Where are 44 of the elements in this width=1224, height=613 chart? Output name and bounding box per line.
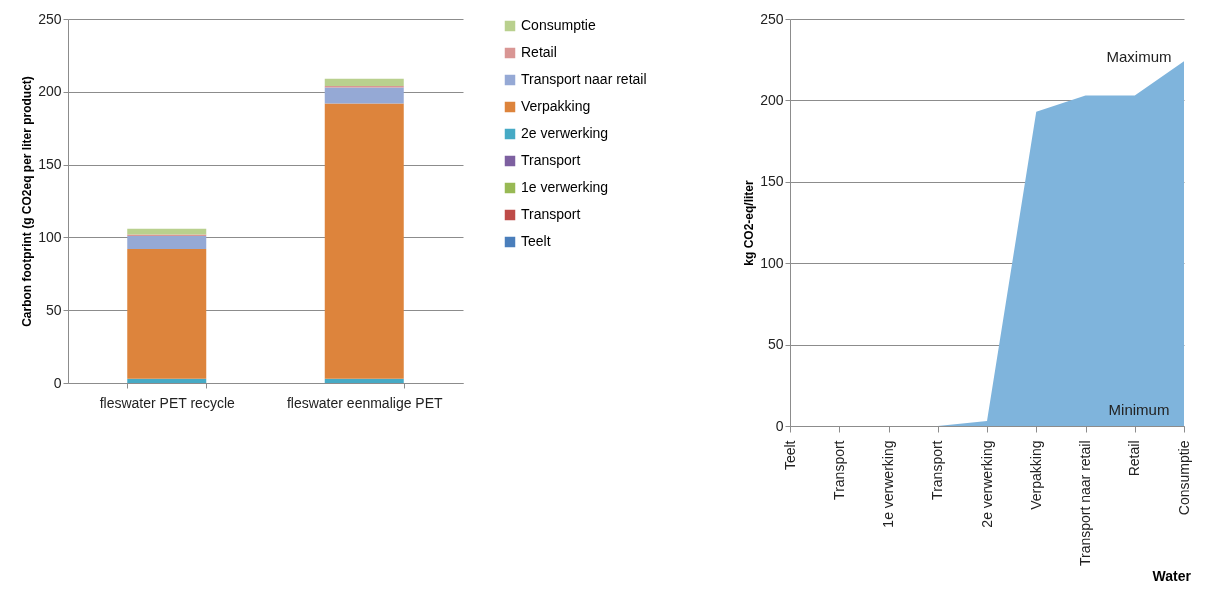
- y-tick-label: 200: [38, 83, 62, 100]
- legend-label: 2e verwerking: [521, 125, 609, 141]
- y-tick-label: 150: [760, 173, 784, 190]
- y-tick-label: 250: [38, 10, 62, 27]
- legend-label: Verpakking: [521, 98, 591, 114]
- annotation: Minimum: [1108, 401, 1170, 418]
- y-tick-label: 50: [767, 336, 784, 353]
- legend-label: Transport naar retail: [521, 71, 647, 87]
- x-tick-label: 1e verwerking: [880, 440, 896, 528]
- y-tick-label: 100: [38, 228, 62, 245]
- y-tick-label: 250: [760, 10, 784, 27]
- y-axis-title: Carbon footprint (g CO2eq per liter product): [20, 76, 35, 327]
- x-tick-label: fleswater PET recycle: [99, 394, 236, 411]
- x-tick-label: 2e verwerking: [978, 440, 995, 528]
- x-tick-label: Transport: [929, 440, 946, 500]
- y-tick-label: 150: [38, 156, 62, 173]
- y-tick-label: 0: [775, 417, 784, 434]
- x-tick-label: Consumptie: [1175, 440, 1192, 516]
- bar: [324, 378, 404, 383]
- y-tick-label: 50: [45, 301, 62, 318]
- bar: [127, 235, 207, 250]
- x-tick-label: fleswater eenmalige PET: [286, 394, 443, 411]
- x-axis-title: Water: [1152, 567, 1192, 584]
- y-tick-label: 200: [760, 91, 784, 108]
- y-axis-title: kg CO2-eq/liter: [742, 180, 757, 266]
- y-tick-label: 0: [53, 374, 62, 391]
- y-tick-label: 100: [760, 254, 784, 271]
- x-tick-label: Teelt: [781, 440, 798, 471]
- legend-label: Transport: [521, 152, 581, 168]
- bar: [324, 87, 404, 104]
- x-tick-label: Transport naar retail: [1077, 440, 1093, 567]
- legend-label: Consumptie: [521, 17, 596, 33]
- legend-label: 1e verwerking: [521, 179, 609, 195]
- bar: [324, 103, 404, 379]
- annotation: Maximum: [1106, 48, 1172, 65]
- bar: [324, 78, 404, 86]
- x-tick-label: Transport: [830, 440, 847, 500]
- legend-label: Transport: [521, 206, 581, 222]
- x-tick-label: Verpakking: [1027, 440, 1044, 510]
- bar: [127, 378, 207, 383]
- legend-label: Retail: [521, 44, 557, 60]
- x-tick-label: Retail: [1126, 440, 1143, 477]
- bar: [127, 249, 207, 379]
- legend-label: Teelt: [521, 233, 551, 249]
